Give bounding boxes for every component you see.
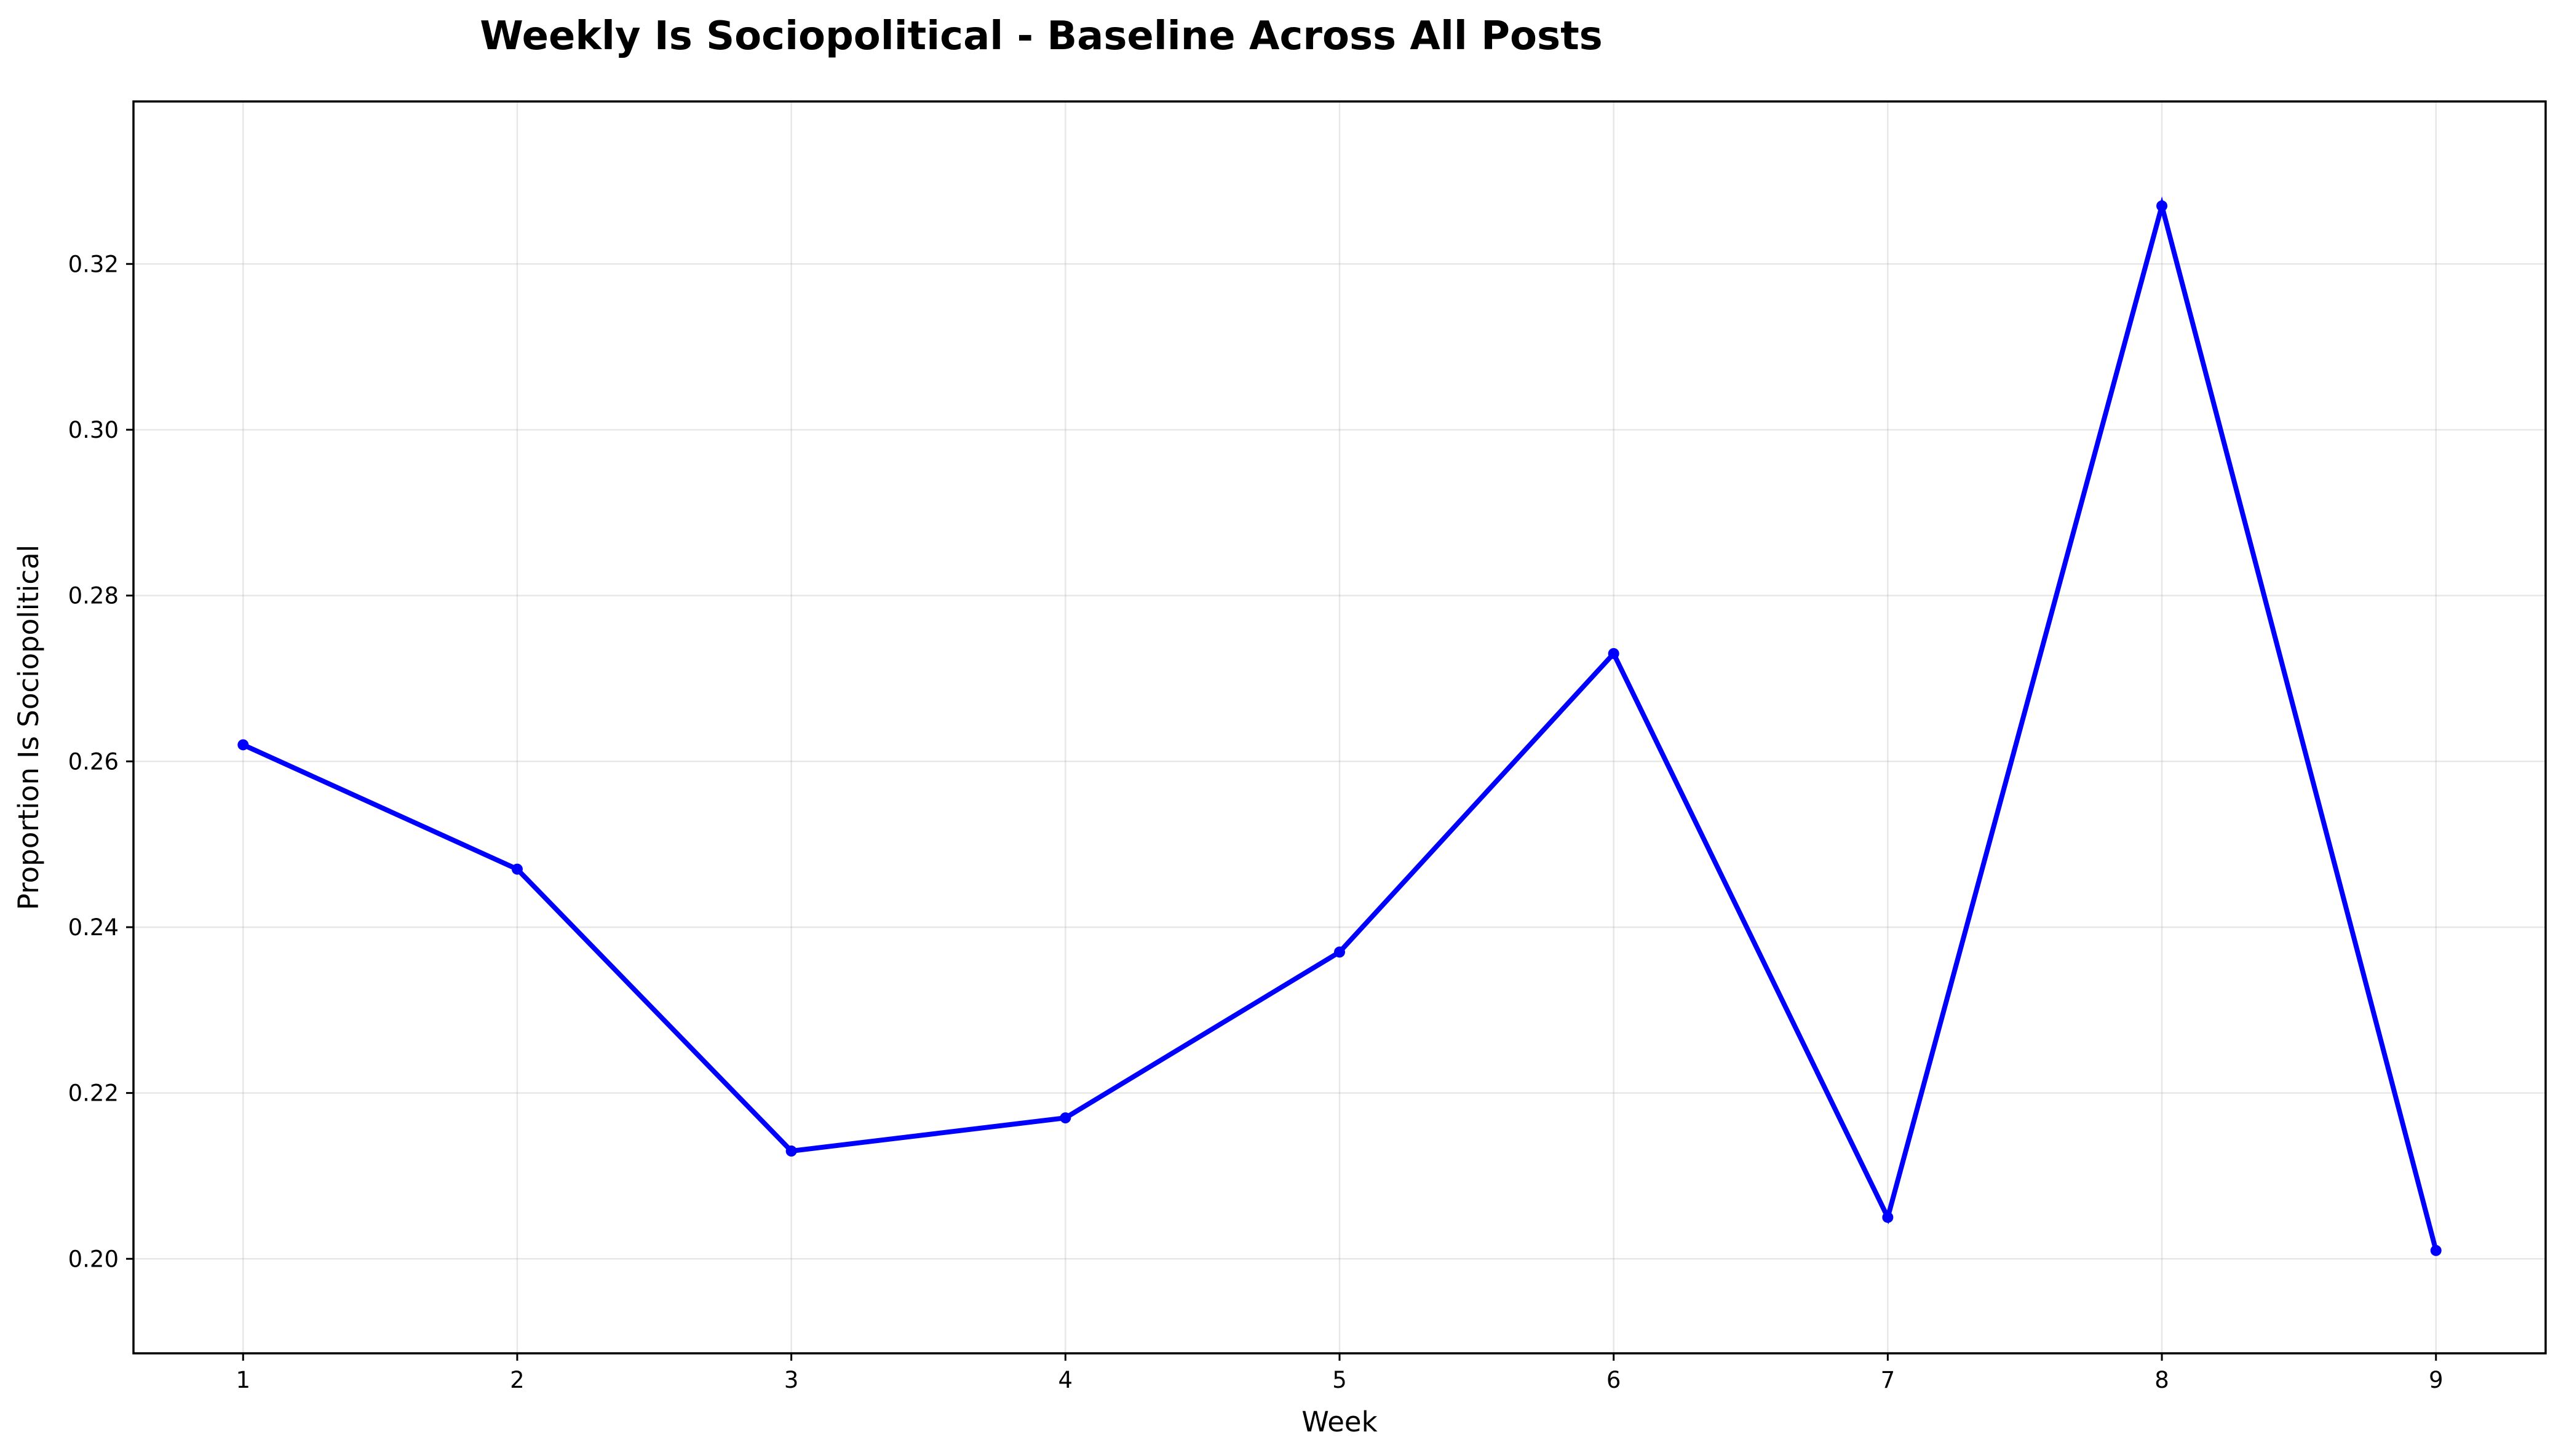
- x-tick-label: 3: [784, 1367, 799, 1393]
- y-tick-label: 0.20: [68, 1246, 119, 1272]
- series-group: [237, 196, 2442, 1256]
- y-tick-label: 0.32: [68, 251, 119, 277]
- x-axis-label: Week: [1301, 1406, 1377, 1438]
- data-point: [2156, 200, 2168, 212]
- y-tick-label: 0.28: [68, 583, 119, 609]
- y-tick-label: 0.26: [68, 748, 119, 775]
- data-point: [511, 863, 523, 875]
- x-tick-label: 8: [2154, 1367, 2169, 1393]
- data-point: [1608, 647, 1619, 659]
- y-axis-label: Proportion Is Sociopolitical: [12, 545, 45, 910]
- x-grid: [242, 101, 2437, 1353]
- x-tick-label: 5: [1332, 1367, 1347, 1393]
- data-point: [785, 1145, 797, 1157]
- x-tick-label: 1: [236, 1367, 250, 1393]
- x-tick-label: 7: [1881, 1367, 1896, 1393]
- x-tick-label: 2: [510, 1367, 525, 1393]
- y-grid: [133, 263, 2546, 1260]
- data-point: [1882, 1211, 1894, 1223]
- y-axis: 0.20 0.22 0.24 0.26 0.28 0.30 0.32: [68, 251, 133, 1272]
- x-tick-label: 9: [2429, 1367, 2444, 1393]
- x-tick-label: 6: [1606, 1367, 1621, 1393]
- y-tick-label: 0.24: [68, 914, 119, 941]
- y-tick-label: 0.30: [68, 417, 119, 443]
- x-tick-label: 4: [1058, 1367, 1073, 1393]
- x-axis: 1 2 3 4 5 6 7 8 9: [236, 1353, 2444, 1393]
- chart-title: Weekly Is Sociopolitical - Baseline Acro…: [480, 14, 1603, 59]
- data-point: [1334, 946, 1345, 958]
- y-tick-label: 0.22: [68, 1080, 119, 1107]
- data-point: [2430, 1244, 2442, 1256]
- data-point: [237, 739, 249, 751]
- data-point: [1060, 1112, 1071, 1124]
